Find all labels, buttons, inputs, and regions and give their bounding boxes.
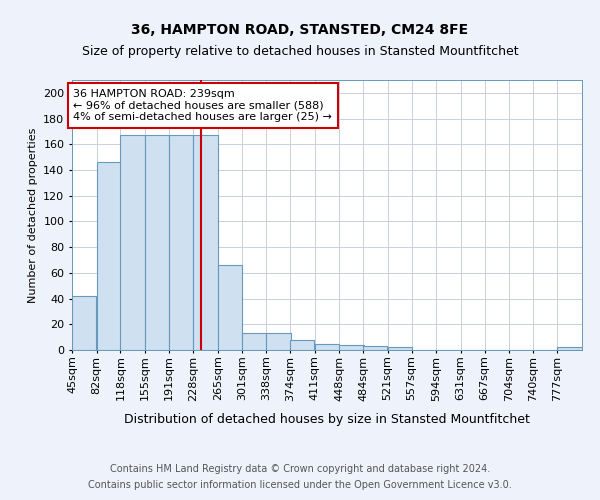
Bar xyxy=(266,334,290,350)
Bar xyxy=(72,296,96,350)
Bar xyxy=(339,345,364,350)
Text: Size of property relative to detached houses in Stansted Mountfitchet: Size of property relative to detached ho… xyxy=(82,45,518,58)
Bar xyxy=(242,334,266,350)
Text: 36, HAMPTON ROAD, STANSTED, CM24 8FE: 36, HAMPTON ROAD, STANSTED, CM24 8FE xyxy=(131,22,469,36)
Text: Distribution of detached houses by size in Stansted Mountfitchet: Distribution of detached houses by size … xyxy=(124,412,530,426)
Bar xyxy=(145,136,169,350)
Y-axis label: Number of detached properties: Number of detached properties xyxy=(28,128,38,302)
Bar xyxy=(315,344,339,350)
Bar xyxy=(169,136,193,350)
Bar xyxy=(363,346,388,350)
Bar xyxy=(218,265,242,350)
Bar xyxy=(557,348,582,350)
Bar xyxy=(121,136,145,350)
Bar xyxy=(388,348,412,350)
Bar xyxy=(290,340,314,350)
Text: 36 HAMPTON ROAD: 239sqm
← 96% of detached houses are smaller (588)
4% of semi-de: 36 HAMPTON ROAD: 239sqm ← 96% of detache… xyxy=(73,89,332,122)
Bar xyxy=(97,162,121,350)
Text: Contains HM Land Registry data © Crown copyright and database right 2024.: Contains HM Land Registry data © Crown c… xyxy=(110,464,490,474)
Text: Contains public sector information licensed under the Open Government Licence v3: Contains public sector information licen… xyxy=(88,480,512,490)
Bar xyxy=(193,136,218,350)
